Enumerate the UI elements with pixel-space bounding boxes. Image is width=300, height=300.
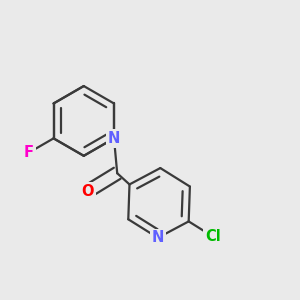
Text: Cl: Cl xyxy=(205,229,221,244)
Text: N: N xyxy=(108,131,120,146)
Text: O: O xyxy=(81,184,94,199)
Text: F: F xyxy=(24,145,34,160)
Text: N: N xyxy=(152,230,164,245)
